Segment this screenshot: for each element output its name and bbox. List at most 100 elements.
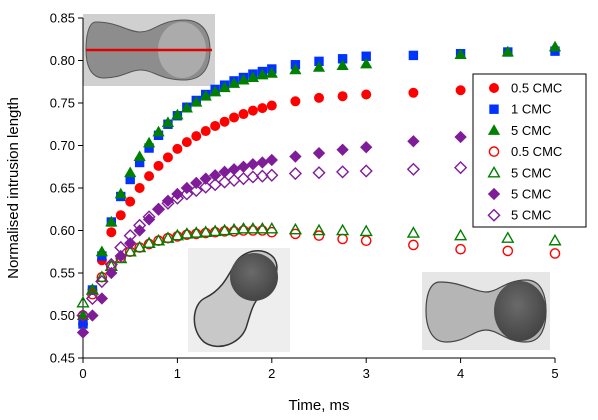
data-point xyxy=(454,161,468,175)
data-point xyxy=(238,109,249,120)
data-point xyxy=(144,171,155,182)
data-point xyxy=(209,85,222,97)
data-point xyxy=(359,224,373,237)
data-point xyxy=(218,81,231,93)
data-point xyxy=(199,89,212,101)
data-point xyxy=(290,96,301,107)
x-tick-label: 4 xyxy=(457,366,464,381)
data-point xyxy=(236,172,251,186)
data-point xyxy=(153,160,164,171)
data-point xyxy=(142,236,156,249)
legend-marker xyxy=(487,165,501,178)
data-point xyxy=(217,223,232,236)
data-point xyxy=(114,249,127,263)
data-point xyxy=(76,295,90,308)
data-point xyxy=(123,229,137,243)
data-point xyxy=(172,143,183,154)
data-point xyxy=(218,165,231,179)
data-point xyxy=(501,45,514,57)
legend-label: 5 CMC xyxy=(511,123,551,138)
inset-image-bottom-right xyxy=(422,272,550,350)
legend-item: 5 CMC xyxy=(487,123,551,138)
data-point xyxy=(360,141,373,154)
y-tick-group: 0.45 0.50 0.55 0.60 0.65 0.70 0.75 0.80 0.85 xyxy=(50,11,83,366)
data-point xyxy=(337,233,348,245)
data-point xyxy=(361,89,372,100)
data-point xyxy=(161,231,175,243)
legend-label: 5 CMC xyxy=(511,165,551,180)
data-point xyxy=(288,166,302,181)
data-point xyxy=(85,291,100,306)
data-point xyxy=(246,158,260,171)
data-point xyxy=(288,222,303,235)
data-point xyxy=(191,131,202,142)
data-point xyxy=(265,168,279,182)
data-point xyxy=(237,160,250,173)
legend-label: 5 CMC xyxy=(511,208,551,223)
legend-label: 0.5 CMC xyxy=(511,144,562,159)
data-point xyxy=(180,227,194,239)
legend-item: 5 CMC xyxy=(487,208,551,223)
data-point xyxy=(104,257,118,272)
data-point xyxy=(229,112,240,123)
data-point xyxy=(247,105,258,116)
data-point xyxy=(162,152,173,163)
legend-item: 5 CMC xyxy=(487,187,551,202)
data-point xyxy=(105,266,118,280)
data-point xyxy=(247,225,259,236)
data-point xyxy=(171,187,184,201)
data-point xyxy=(151,202,166,216)
y-tick-label: 0.50 xyxy=(50,308,75,323)
data-point xyxy=(189,226,203,238)
data-point xyxy=(123,244,137,257)
data-point xyxy=(408,239,419,251)
data-point xyxy=(502,245,514,257)
data-point xyxy=(406,162,420,176)
data-point xyxy=(86,309,99,322)
data-point xyxy=(312,61,326,72)
data-point xyxy=(549,248,561,259)
data-point xyxy=(257,103,268,114)
data-point xyxy=(199,172,212,185)
series-7 xyxy=(76,161,468,323)
data-point xyxy=(85,283,100,295)
x-axis-title: Time, ms xyxy=(288,397,349,414)
data-point xyxy=(95,245,108,257)
data-point xyxy=(255,169,269,183)
data-point xyxy=(152,203,165,216)
data-point xyxy=(95,292,109,305)
data-point xyxy=(114,187,127,199)
data-point xyxy=(246,170,260,184)
data-point xyxy=(360,235,372,246)
y-tick-label: 0.75 xyxy=(50,96,75,111)
data-point xyxy=(257,225,268,236)
data-point xyxy=(246,71,260,82)
x-tick-label: 5 xyxy=(551,366,558,381)
data-point xyxy=(337,91,348,102)
data-point xyxy=(208,169,222,182)
data-point xyxy=(227,163,241,176)
data-point xyxy=(256,156,269,169)
data-point xyxy=(142,210,156,224)
series-1 xyxy=(78,85,466,329)
data-point xyxy=(105,215,118,227)
data-point xyxy=(453,228,468,241)
data-point xyxy=(115,210,126,221)
data-point xyxy=(124,237,137,250)
data-point xyxy=(114,240,128,255)
data-point xyxy=(189,183,203,198)
legend-item: 0.5 CMC xyxy=(488,144,562,159)
data-point xyxy=(170,191,184,205)
legend-marker xyxy=(489,104,499,114)
data-point xyxy=(313,230,325,241)
data-point xyxy=(208,224,222,237)
legend-marker xyxy=(488,146,500,157)
data-point xyxy=(548,233,562,246)
data-point xyxy=(180,101,193,113)
data-point xyxy=(106,227,117,238)
data-point xyxy=(142,213,156,226)
data-point xyxy=(133,218,147,232)
y-tick-label: 0.60 xyxy=(50,223,75,238)
data-point xyxy=(407,135,420,148)
